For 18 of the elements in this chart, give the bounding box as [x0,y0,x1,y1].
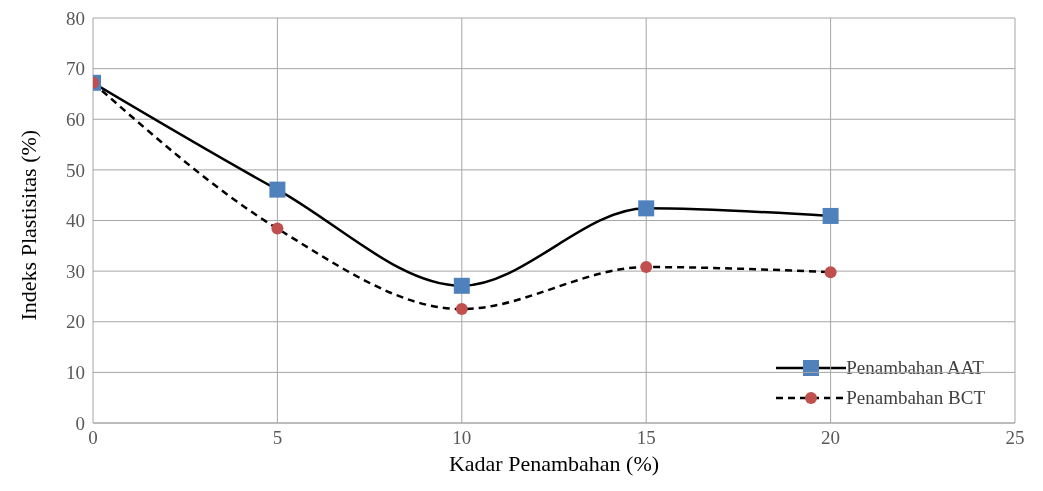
y-tick-label: 40 [66,210,85,232]
y-tick-label: 70 [66,58,85,80]
legend-label: Penambahan BCT [846,387,985,409]
x-axis-title: Kadar Penambahan (%) [448,451,660,476]
x-tick-label: 10 [452,427,472,449]
x-tick-label: 20 [821,427,841,449]
x-tick-label: 15 [636,427,656,449]
y-tick-label: 10 [66,362,85,384]
x-tick-label: 5 [272,427,283,449]
y-tick-label: 80 [66,7,85,29]
y-tick-label: 50 [66,159,85,181]
x-tick-label: 25 [1005,427,1025,449]
y-axis-title: Indeks Plastisitas (%) [15,129,41,321]
legend-label: Penambahan AAT [846,357,984,379]
y-tick-label: 0 [75,412,85,434]
y-tick-label: 60 [66,109,85,130]
y-tick-label: 30 [66,260,85,282]
y-tick-label: 20 [66,311,85,333]
